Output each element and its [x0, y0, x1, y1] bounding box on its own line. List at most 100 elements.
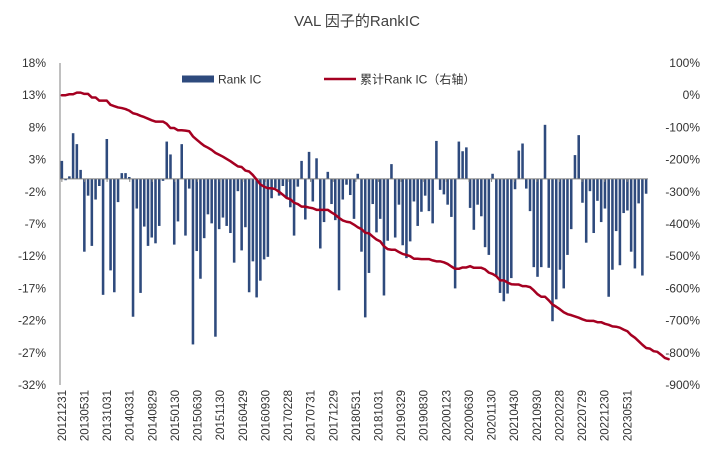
rank-ic-bar — [113, 178, 116, 293]
rank-ic-bar — [109, 178, 112, 271]
rank-ic-bar — [603, 178, 607, 209]
rank-ic-bar — [614, 178, 618, 232]
rank-ic-bar — [319, 178, 322, 249]
x-tick-label: 20180531 — [351, 390, 363, 441]
x-tick-label: 20171229 — [328, 390, 340, 441]
rank-ic-bar — [506, 178, 509, 294]
rank-ic-bar — [195, 178, 198, 252]
left-y-tick-label: 18% — [22, 56, 46, 70]
x-tick-label: 20131031 — [102, 390, 114, 441]
right-y-tick-label: -200% — [665, 153, 700, 167]
rank-ic-bar — [577, 135, 580, 179]
right-y-axis-ticks: 100% 0% -100% -200% -300% -400% -500% -600% -700… — [665, 56, 700, 392]
rank-ic-bar — [502, 178, 506, 302]
rank-ic-bar — [131, 178, 135, 317]
rank-ic-bar — [300, 160, 303, 179]
rank-ic-bar — [405, 178, 408, 259]
rank-ic-bar — [221, 178, 225, 218]
x-tick-label: 20201130 — [487, 390, 499, 440]
x-tick-label: 20130531 — [79, 390, 91, 441]
right-y-tick-label: -900% — [665, 378, 700, 392]
left-y-tick-label: -17% — [18, 281, 46, 295]
right-y-tick-label: -800% — [665, 346, 700, 360]
rank-ic-bar — [142, 178, 146, 227]
right-y-tick-label: -300% — [665, 185, 700, 199]
legend: Rank IC 累计Rank IC（右轴） — [182, 72, 475, 87]
rank-ic-bar — [348, 178, 352, 196]
rank-ic-bar — [393, 178, 397, 238]
legend-label-cumulative: 累计Rank IC（右轴） — [360, 72, 475, 87]
rank-ic-bar — [528, 178, 532, 212]
rank-ic-bar — [543, 124, 547, 179]
rank-ic-bar — [83, 178, 86, 252]
rank-ic-bar — [90, 178, 94, 246]
rank-ic-bar — [210, 178, 213, 224]
rank-ic-bar — [569, 178, 573, 230]
rank-ic-bar — [438, 178, 442, 190]
rank-ic-bar — [146, 178, 150, 246]
rank-ic-bar — [382, 178, 386, 296]
x-tick-label: 20220228 — [554, 390, 566, 441]
rank-ic-bar — [423, 178, 427, 196]
rank-ic-bar — [551, 178, 554, 322]
right-y-tick-label: -100% — [665, 120, 700, 134]
rank-ic-bar — [622, 178, 625, 214]
x-tick-label: 20181031 — [373, 390, 385, 441]
rank-ic-bar — [277, 178, 281, 196]
x-tick-label: 20190329 — [396, 390, 408, 441]
rank-ic-bar — [128, 176, 131, 179]
rank-ic-bar — [202, 178, 206, 239]
rank-ic-bar — [180, 144, 183, 179]
rank-ic-bar — [75, 144, 79, 179]
x-tick-label: 20210430 — [509, 390, 521, 441]
rank-ic-bar — [139, 178, 142, 293]
rank-ic-bar — [562, 178, 566, 289]
x-tick-label: 20210930 — [532, 390, 544, 441]
rank-ic-bar — [644, 178, 648, 194]
rank-ic-bar — [599, 178, 603, 223]
x-tick-label: 20140829 — [147, 390, 159, 441]
rank-ic-bar — [588, 178, 592, 192]
rank-ic-bar — [491, 173, 494, 179]
rank-ic-bar — [457, 141, 461, 179]
right-y-tick-label: 0% — [683, 88, 701, 102]
rank-ic-bar — [98, 178, 101, 186]
rank-ic-bar — [217, 178, 221, 230]
rank-ic-bar — [296, 178, 300, 187]
rank-ic-bar — [60, 160, 64, 179]
rank-ic-bar — [521, 143, 524, 179]
rank-ic-bar — [247, 178, 251, 293]
rank-ic-bar — [285, 178, 288, 198]
rank-ic-bar — [259, 178, 262, 281]
rank-ic-bar — [154, 178, 157, 244]
rank-ic-bar — [281, 178, 285, 186]
rank-ic-bar — [547, 178, 551, 268]
rank-ic-bar — [472, 178, 476, 230]
rank-ic-bar — [311, 178, 315, 202]
rank-ic-bar — [431, 178, 434, 224]
rank-ic-bar — [326, 171, 330, 179]
right-y-tick-label: -500% — [665, 249, 700, 263]
rank-ic-bar — [498, 178, 502, 293]
rank-ic-bar — [517, 150, 521, 179]
rank-ic-bar — [199, 178, 202, 279]
right-y-tick-label: -700% — [665, 314, 700, 328]
rank-ic-bar — [71, 133, 75, 179]
rank-ic-bar — [367, 178, 371, 273]
rank-ic-bar — [427, 178, 431, 212]
rank-ic-bar — [554, 178, 558, 300]
x-tick-label: 20170731 — [306, 390, 318, 441]
rank-ic-bar — [532, 178, 536, 268]
rank-ic-bar — [637, 178, 640, 204]
rank-ic-bar — [558, 178, 562, 270]
rank-ic-bar — [187, 178, 191, 189]
legend-swatch-rank-ic — [182, 75, 214, 83]
rank-ic-bar — [251, 178, 255, 262]
rank-ic-bar — [124, 173, 127, 179]
x-tick-label: 20221230 — [600, 390, 612, 441]
legend-label-rank-ic: Rank IC — [218, 73, 262, 87]
rank-ic-bar — [641, 178, 644, 276]
rank-ic-bar — [416, 178, 419, 226]
rank-ic-bar — [345, 178, 348, 185]
x-tick-label: 20220729 — [577, 390, 589, 441]
